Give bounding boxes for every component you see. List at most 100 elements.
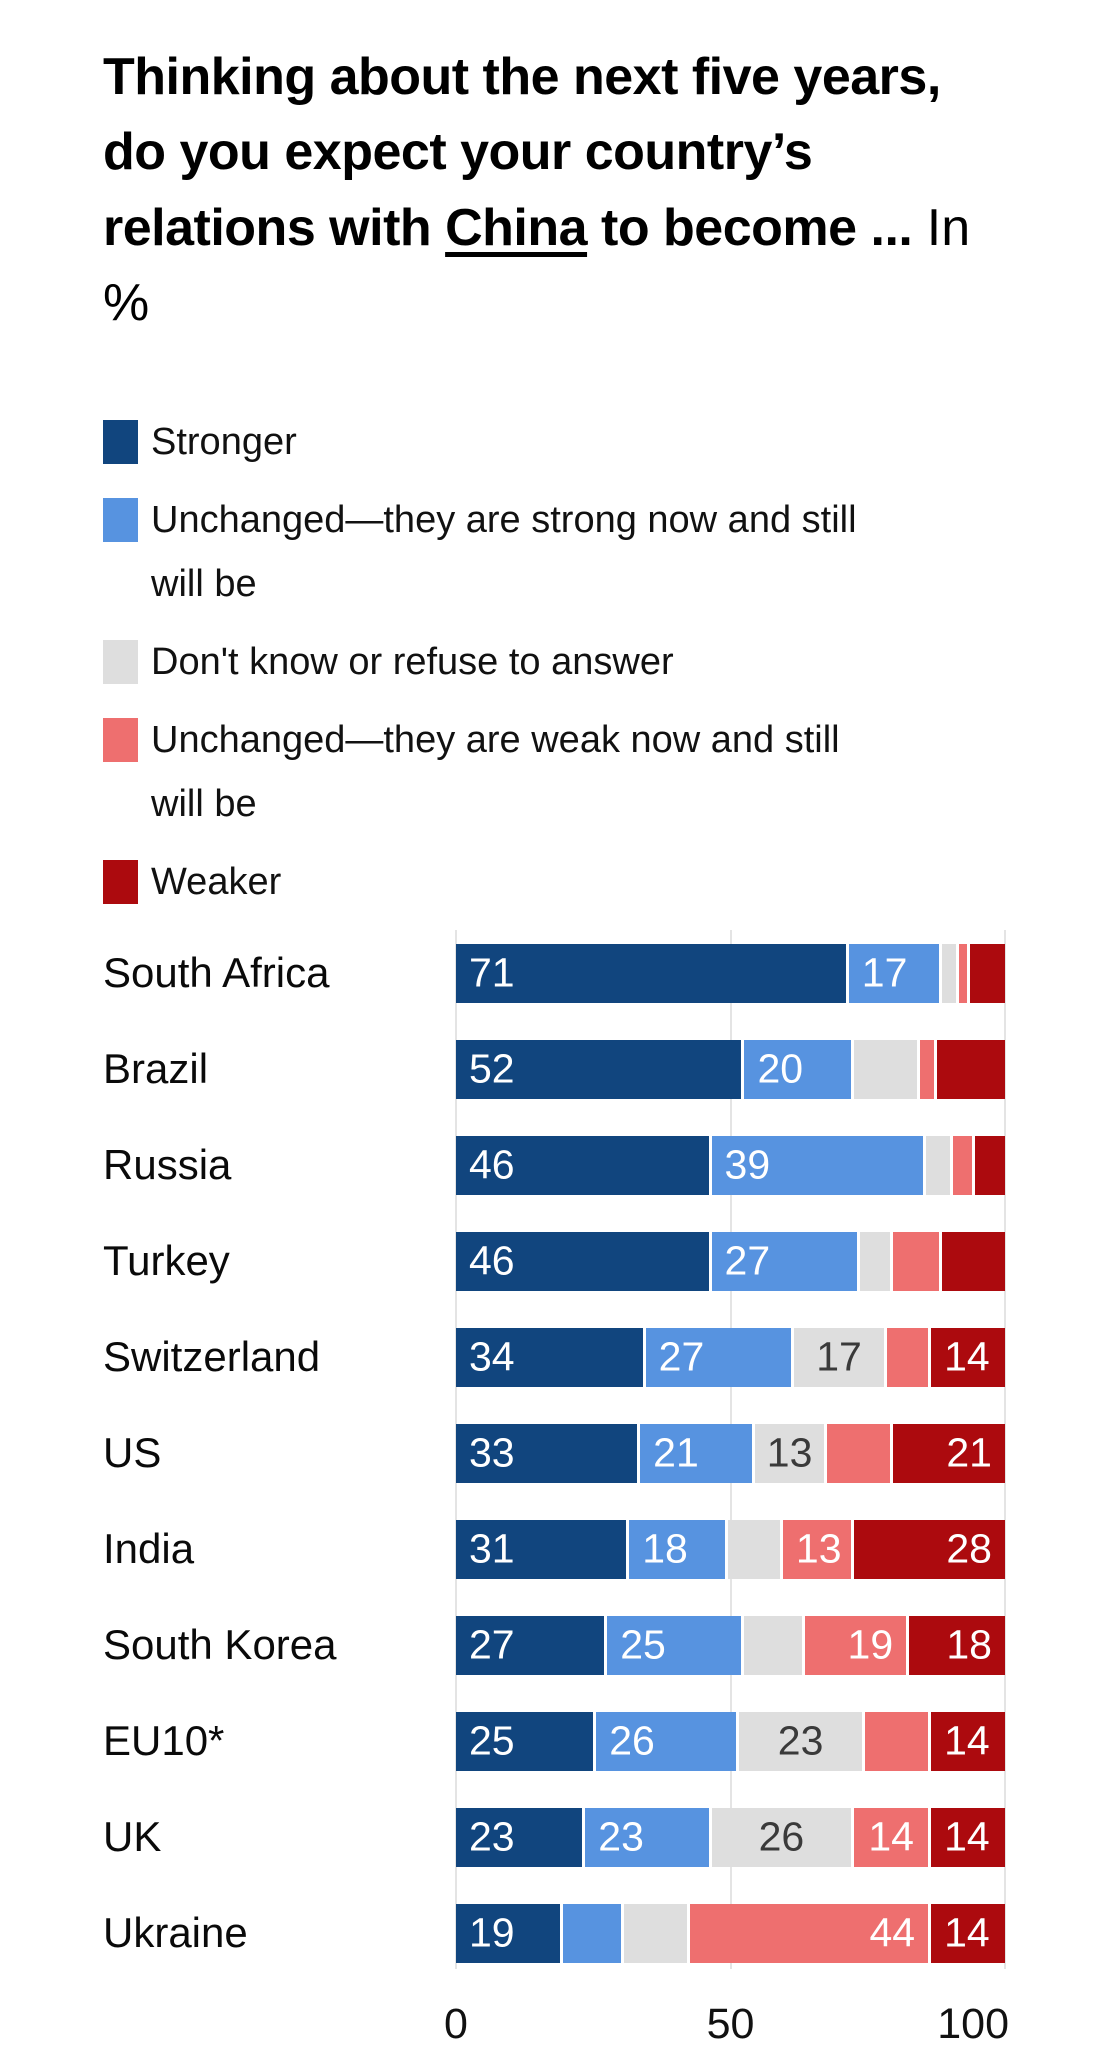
country-label: Turkey [103,1237,230,1285]
bar-segment-dont-know: 26 [708,1807,852,1867]
legend-item: Stronger [103,410,1005,474]
bar-value-label: 39 [724,1141,771,1188]
bar-segment-unchanged-strong [560,1903,621,1963]
chart-row: Ukraine 19 44 14 [103,1903,1005,1963]
title-unit-note: In % [103,198,971,333]
bar-segment-weaker [933,1039,1005,1099]
bar-track: 33 21 13 21 [456,1423,1005,1483]
country-label: Russia [103,1141,232,1189]
bar-segment-unchanged-weak: 19 [801,1615,907,1675]
bar-segment-weaker [939,1231,1005,1291]
bar-value-label: 31 [469,1525,515,1572]
bar-value-label: 44 [869,1909,916,1956]
bar-segment-unchanged-strong: 21 [637,1423,753,1483]
bar-segment-stronger: 27 [456,1615,605,1675]
country-label: South Africa [103,949,330,997]
bar-value-label: 34 [469,1333,515,1380]
bar-track: 34 27 17 14 [456,1327,1005,1387]
bar-value-label: 13 [766,1429,813,1476]
legend-swatch [103,717,138,762]
bar-segment-dont-know [741,1615,802,1675]
bar-value-label: 27 [469,1621,515,1668]
bar-segment-stronger: 23 [456,1807,583,1867]
chart-row: Brazil 52 20 [103,1039,1005,1099]
x-axis-tick-label: 50 [706,1999,755,2048]
bar-segment-unchanged-strong: 27 [708,1231,857,1291]
bar-value-label: 23 [777,1717,824,1764]
bar-segment-unchanged-strong: 25 [604,1615,742,1675]
bar-segment-unchanged-weak [950,1135,973,1195]
country-label: India [103,1525,195,1573]
bar-segment-dont-know [725,1519,780,1579]
bar-value-label: 26 [609,1717,655,1764]
chart-row: Turkey 46 27 [103,1231,1005,1291]
country-label: Switzerland [103,1333,321,1381]
legend-item: Unchanged—they are strong now and still … [103,488,1005,616]
legend-item: Weaker [103,850,1005,914]
bar-value-label: 25 [469,1717,515,1764]
bar-value-label: 14 [944,1717,990,1764]
bar-value-label: 14 [944,1909,990,1956]
chart-row: EU10* 25 26 23 14 [103,1711,1005,1771]
bar-segment-stronger: 31 [456,1519,627,1579]
country-label: South Korea [103,1621,337,1669]
bar-value-label: 17 [861,949,908,996]
bar-segment-unchanged-weak [823,1423,890,1483]
bar-value-label: 52 [469,1045,515,1092]
bar-value-label: 19 [469,1909,515,1956]
bar-segment-weaker: 14 [928,1807,1005,1867]
bar-segment-dont-know [939,943,956,1003]
bar-segment-stronger: 19 [456,1903,561,1963]
country-label: Brazil [103,1045,209,1093]
legend-label: Unchanged—they are strong now and still … [151,498,857,605]
chart-row: Switzerland 34 27 17 14 [103,1327,1005,1387]
bar-segment-stronger: 71 [456,943,846,1003]
bar-segment-dont-know: 17 [790,1327,885,1387]
legend-swatch [103,497,138,542]
bar-value-label: 46 [469,1141,515,1188]
bar-segment-unchanged-weak: 13 [779,1519,852,1579]
stacked-bar-chart: South Africa 71 17 Brazil 52 20 Russia 46 39 Turk… [103,929,1006,1969]
bar-track: 19 44 14 [456,1903,1005,1963]
bar-segment-weaker: 14 [928,1327,1005,1387]
x-axis-tick-label: 0 [444,1999,468,2048]
chart-row: South Africa 71 17 [103,943,1005,1003]
title-text: Thinking about the next five years, do y… [103,48,941,257]
bar-track: 27 25 19 18 [456,1615,1005,1675]
bar-segment-unchanged-weak [884,1327,929,1387]
x-axis-tick-label: 100 [937,1999,1009,2048]
title-text-after: to become ... [587,198,913,257]
bar-segment-stronger: 25 [456,1711,594,1771]
bar-segment-weaker: 18 [906,1615,1005,1675]
title-china-underlined: China [445,198,588,257]
bar-value-label: 13 [795,1525,842,1572]
bar-track: 52 20 [456,1039,1005,1099]
bar-value-label: 23 [469,1813,515,1860]
chart-row: Russia 46 39 [103,1135,1005,1195]
chart-row: India 31 18 13 28 [103,1519,1005,1579]
bar-value-label: 33 [469,1429,515,1476]
legend-swatch [103,419,138,464]
bar-value-label: 18 [946,1621,992,1668]
legend-swatch [103,639,138,684]
country-label: Ukraine [103,1909,248,1957]
bar-track: 31 18 13 28 [456,1519,1005,1579]
bar-segment-unchanged-strong: 20 [741,1039,852,1099]
legend: Stronger Unchanged—they are strong now an… [103,410,1005,914]
bar-segment-dont-know [922,1135,951,1195]
chart-rows: South Africa 71 17 Brazil 52 20 Russia 46 39 Turk… [103,943,1005,1963]
bar-value-label: 27 [724,1237,771,1284]
legend-swatch [103,859,138,904]
bar-segment-weaker [972,1135,1005,1195]
bar-segment-dont-know [856,1231,890,1291]
legend-label: Weaker [151,860,282,903]
bar-segment-stronger: 34 [456,1327,643,1387]
bar-value-label: 46 [469,1237,515,1284]
bar-segment-weaker: 14 [928,1903,1005,1963]
bar-value-label: 25 [620,1621,666,1668]
bar-value-label: 14 [944,1333,990,1380]
bar-segment-unchanged-strong: 17 [845,943,940,1003]
bar-segment-stronger: 46 [456,1135,709,1195]
bar-segment-weaker [966,943,1005,1003]
